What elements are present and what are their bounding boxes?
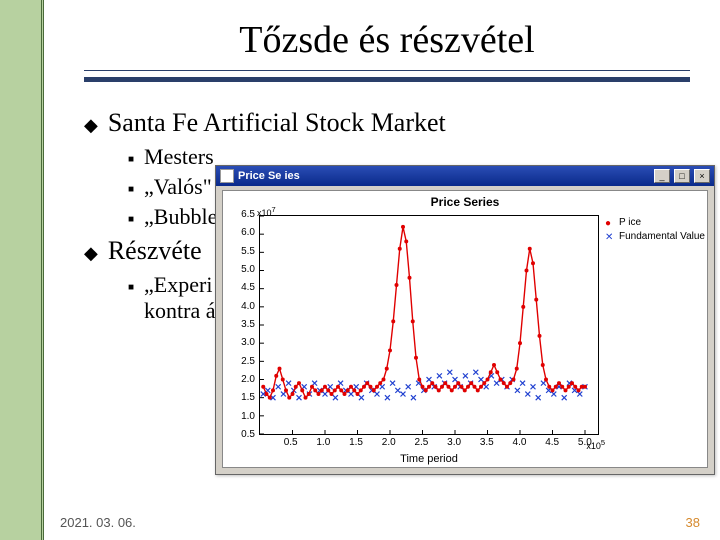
legend-label-price: P ice xyxy=(619,217,641,228)
square-icon: ■ xyxy=(128,214,134,225)
sub-bullet-line1: „Experi xyxy=(144,272,212,297)
slide-footer: 2021. 03. 06. 38 xyxy=(60,515,700,530)
x-tick-label: 1.5 xyxy=(349,437,363,448)
y-tick-label: 4.5 xyxy=(227,282,255,293)
chart-canvas-area: Price Series x107 ● P ice ✕ Fundamental … xyxy=(222,190,708,468)
legend-marker-price: ● xyxy=(605,218,615,228)
window-close-button[interactable]: × xyxy=(694,169,710,183)
legend-row-fundamental: ✕ Fundamental Value xyxy=(605,231,705,242)
x-tick-label: 2.0 xyxy=(382,437,396,448)
square-icon: ■ xyxy=(128,154,134,165)
y-tick-label: 3.5 xyxy=(227,319,255,330)
x-tick-label: 0.5 xyxy=(284,437,298,448)
x-tick-label: 1.0 xyxy=(316,437,330,448)
legend-label-fundamental: Fundamental Value xyxy=(619,231,705,242)
y-tick-label: 3.0 xyxy=(227,337,255,348)
sub-bullet-line2: kontra á xyxy=(144,298,215,323)
chart-title: Price Series xyxy=(223,191,707,209)
chart-window: Price Se ies _ □ × Price Series x107 ● P… xyxy=(215,165,715,475)
footer-date: 2021. 03. 06. xyxy=(60,515,136,530)
y-tick-label: 1.0 xyxy=(227,411,255,422)
sub-bullet-text: „Bubble xyxy=(144,204,217,230)
bullet-main-1: ◆ Santa Fe Artificial Stock Market xyxy=(84,108,690,138)
diamond-icon: ◆ xyxy=(84,115,98,136)
y-tick-label: 2.5 xyxy=(227,356,255,367)
bullet-main-2-text: Részvéte xyxy=(108,236,202,266)
x-axis-exponent: x105 xyxy=(586,438,605,451)
x-tick-label: 4.0 xyxy=(513,437,527,448)
x-tick-label: 2.5 xyxy=(414,437,428,448)
y-tick-label: 6.5 xyxy=(227,209,255,220)
y-tick-label: 5.5 xyxy=(227,246,255,257)
y-tick-label: 0.5 xyxy=(227,429,255,440)
title-underline-thick xyxy=(84,77,690,82)
sub-bullet-text: Mesters xyxy=(144,144,214,170)
y-tick-label: 5.0 xyxy=(227,264,255,275)
window-title-text: Price Se ies xyxy=(238,170,650,182)
title-underline-thin xyxy=(84,70,690,71)
bullet-main-1-text: Santa Fe Artificial Stock Market xyxy=(108,108,446,138)
sub-bullet-text: „Valós" xyxy=(144,174,212,200)
window-app-icon xyxy=(220,169,234,183)
y-tick-label: 1.5 xyxy=(227,392,255,403)
legend-marker-fundamental: ✕ xyxy=(605,232,615,242)
square-icon: ■ xyxy=(128,184,134,195)
y-tick-label: 2.0 xyxy=(227,374,255,385)
y-tick-label: 6.0 xyxy=(227,227,255,238)
chart-plot-area xyxy=(259,215,599,435)
chart-legend: ● P ice ✕ Fundamental Value xyxy=(605,217,705,245)
legend-row-price: ● P ice xyxy=(605,217,705,228)
window-minimize-button[interactable]: _ xyxy=(654,169,670,183)
x-tick-label: 3.5 xyxy=(480,437,494,448)
window-titlebar[interactable]: Price Se ies _ □ × xyxy=(216,166,714,186)
footer-page-number: 38 xyxy=(686,515,700,530)
window-maximize-button[interactable]: □ xyxy=(674,169,690,183)
x-tick-label: 3.0 xyxy=(447,437,461,448)
slide-title: Tőzsde és részvétel xyxy=(84,18,690,62)
diamond-icon: ◆ xyxy=(84,243,98,264)
x-axis-label: Time period xyxy=(259,453,599,465)
y-tick-label: 4.0 xyxy=(227,301,255,312)
x-tick-label: 4.5 xyxy=(545,437,559,448)
square-icon: ■ xyxy=(128,282,134,293)
left-decorative-stripe xyxy=(0,0,44,540)
chart-body: x107 ● P ice ✕ Fundamental Value 0.51.01… xyxy=(223,209,707,467)
